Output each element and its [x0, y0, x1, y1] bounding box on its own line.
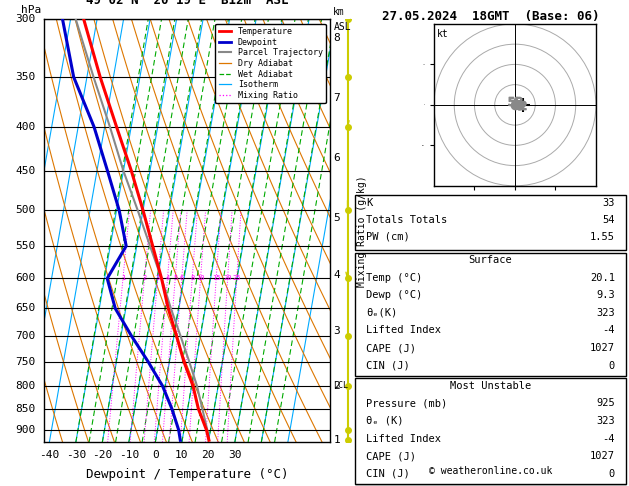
Text: ASL: ASL [333, 21, 351, 32]
Text: 6: 6 [180, 276, 184, 281]
Text: 3: 3 [333, 326, 340, 336]
Text: 1: 1 [333, 435, 340, 445]
Text: 900: 900 [15, 425, 35, 435]
Text: 20.1: 20.1 [590, 273, 615, 282]
Text: 323: 323 [596, 416, 615, 426]
Bar [355, 378, 626, 484]
Text: -4: -4 [603, 326, 615, 335]
Text: 2: 2 [142, 276, 147, 281]
Text: CIN (J): CIN (J) [366, 469, 410, 479]
Text: 350: 350 [15, 72, 35, 82]
Text: Lifted Index: Lifted Index [366, 326, 441, 335]
Text: 2: 2 [333, 381, 340, 391]
Text: © weatheronline.co.uk: © weatheronline.co.uk [429, 467, 552, 476]
Text: Temp (°C): Temp (°C) [366, 273, 423, 282]
Text: LCL: LCL [333, 382, 348, 390]
Text: 4: 4 [165, 276, 170, 281]
Text: kt: kt [437, 29, 449, 39]
Text: θₑ (K): θₑ (K) [366, 416, 404, 426]
Text: 0: 0 [609, 361, 615, 371]
Text: km: km [333, 7, 345, 17]
Text: 15: 15 [212, 276, 220, 281]
Text: 8: 8 [190, 276, 194, 281]
Text: CAPE (J): CAPE (J) [366, 343, 416, 353]
Text: 500: 500 [15, 206, 35, 215]
Text: 400: 400 [15, 122, 35, 132]
Text: 54: 54 [603, 215, 615, 225]
Text: 300: 300 [15, 15, 35, 24]
Bar [355, 253, 626, 376]
Text: 8: 8 [333, 33, 340, 43]
Text: -40: -40 [39, 450, 60, 460]
Text: Lifted Index: Lifted Index [366, 434, 441, 444]
Text: Dewp (°C): Dewp (°C) [366, 290, 423, 300]
Text: -4: -4 [603, 434, 615, 444]
Text: 33: 33 [603, 198, 615, 208]
Text: 1027: 1027 [590, 343, 615, 353]
Text: Most Unstable: Most Unstable [450, 381, 532, 391]
Text: 27.05.2024  18GMT  (Base: 06): 27.05.2024 18GMT (Base: 06) [382, 10, 599, 23]
Text: 20: 20 [201, 450, 215, 460]
Text: 1027: 1027 [590, 451, 615, 461]
Text: 3: 3 [155, 276, 160, 281]
Text: 10: 10 [196, 276, 205, 281]
Text: -10: -10 [119, 450, 139, 460]
Text: 1.55: 1.55 [590, 232, 615, 242]
Text: 30: 30 [228, 450, 242, 460]
Text: CIN (J): CIN (J) [366, 361, 410, 371]
Text: 5: 5 [173, 276, 177, 281]
Text: 800: 800 [15, 381, 35, 391]
Text: Pressure (mb): Pressure (mb) [366, 398, 447, 408]
Text: 6: 6 [333, 153, 340, 163]
Text: Dewpoint / Temperature (°C): Dewpoint / Temperature (°C) [86, 468, 288, 481]
Text: -20: -20 [92, 450, 113, 460]
Text: 925: 925 [596, 398, 615, 408]
Text: 700: 700 [15, 331, 35, 341]
Text: CAPE (J): CAPE (J) [366, 451, 416, 461]
Text: 7: 7 [333, 93, 340, 103]
Legend: Temperature, Dewpoint, Parcel Trajectory, Dry Adiabat, Wet Adiabat, Isotherm, Mi: Temperature, Dewpoint, Parcel Trajectory… [215, 24, 326, 103]
Bar [355, 195, 626, 250]
Text: 750: 750 [15, 357, 35, 367]
Text: Surface: Surface [469, 255, 513, 265]
Text: 550: 550 [15, 241, 35, 251]
Text: -30: -30 [65, 450, 86, 460]
Text: θₑ(K): θₑ(K) [366, 308, 398, 318]
Text: hPa: hPa [21, 4, 41, 15]
Text: 323: 323 [596, 308, 615, 318]
Text: 1: 1 [121, 276, 125, 281]
Text: 0: 0 [152, 450, 159, 460]
Text: PW (cm): PW (cm) [366, 232, 410, 242]
Text: 49°02'N  20°19'E  B12m  ASL: 49°02'N 20°19'E B12m ASL [86, 0, 288, 7]
Text: 9.3: 9.3 [596, 290, 615, 300]
Text: 450: 450 [15, 166, 35, 176]
Text: 4: 4 [333, 270, 340, 280]
Text: 600: 600 [15, 274, 35, 283]
Text: 0: 0 [609, 469, 615, 479]
Text: 25: 25 [233, 276, 241, 281]
Text: 10: 10 [175, 450, 189, 460]
Text: Totals Totals: Totals Totals [366, 215, 447, 225]
Text: 20: 20 [223, 276, 232, 281]
Text: 5: 5 [333, 213, 340, 223]
Text: Mixing Ratio (g/kg): Mixing Ratio (g/kg) [357, 175, 367, 287]
Text: K: K [366, 198, 372, 208]
Text: 850: 850 [15, 404, 35, 414]
Text: 650: 650 [15, 303, 35, 313]
